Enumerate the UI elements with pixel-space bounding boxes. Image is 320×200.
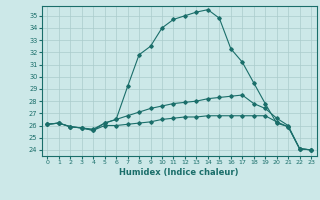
X-axis label: Humidex (Indice chaleur): Humidex (Indice chaleur) (119, 168, 239, 177)
